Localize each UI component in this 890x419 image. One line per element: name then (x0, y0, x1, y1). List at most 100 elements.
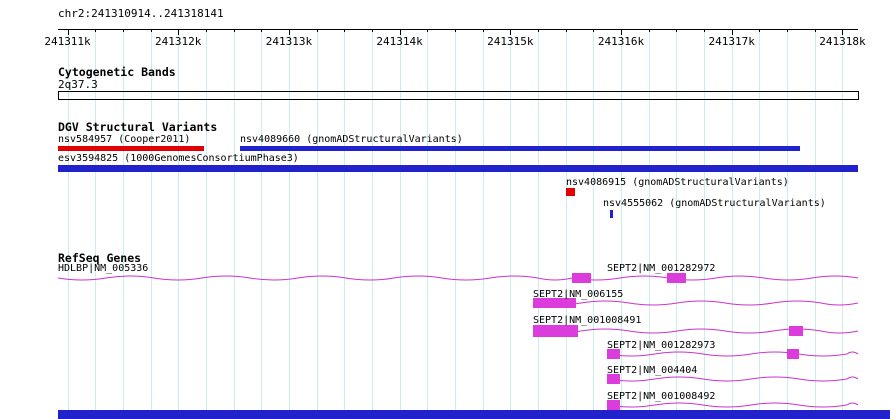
exon-box-SEPT2_NM_001282973[interactable] (787, 349, 799, 359)
gene-line-SEPT2_NM_001282973[interactable] (606, 351, 859, 357)
ruler-tick (814, 29, 816, 32)
ruler-tick (731, 29, 733, 35)
exon-box-SEPT2_NM_004404[interactable] (606, 374, 620, 384)
ruler-tick (371, 29, 373, 32)
gene-label-SEPT2_NM_004404: SEPT2|NM_004404 (607, 365, 698, 376)
grid-line (399, 30, 401, 419)
exon-box-SEPT2_NM_001008492[interactable] (606, 400, 620, 410)
variant-bar-esv3594825[interactable] (58, 165, 858, 172)
grid-line (565, 30, 567, 419)
gene-label-SEPT2_NM_001282972: SEPT2|NM_001282972 (607, 263, 716, 274)
grid-line (731, 30, 733, 419)
gene-line-SEPT2_NM_004404[interactable] (606, 376, 859, 382)
ruler-tick (510, 29, 512, 35)
ruler-tick (205, 29, 207, 32)
grid-line (759, 30, 761, 419)
grid-line (67, 30, 69, 419)
ruler-tick (759, 29, 761, 32)
variant-label-nsv4086915: nsv4086915 (gnomADStructuralVariants) (566, 177, 789, 188)
gene-line-SEPT2_NM_001008491[interactable] (532, 328, 859, 334)
ruler-tick-label: 241318k (819, 35, 866, 48)
dgv-structural-variants-header: DGV Structural Variants (58, 120, 218, 134)
ruler-tick (316, 29, 318, 32)
ruler-tick (261, 29, 263, 32)
variant-bar-nsv4089660[interactable] (240, 146, 800, 151)
grid-line (95, 30, 97, 419)
ruler-tick (150, 29, 152, 32)
variant-bar-nsv4086915[interactable] (566, 188, 576, 196)
ruler-tick-label: 241314k (376, 35, 423, 48)
variant-bar-nsv584957[interactable] (58, 146, 204, 151)
grid-line (538, 30, 539, 419)
ruler-tick-label: 241313k (265, 35, 313, 48)
ruler-tick (621, 29, 622, 35)
exon-box-SEPT2_NM_001008491[interactable] (789, 326, 803, 336)
exon-box-SEPT2_NM_001282973[interactable] (606, 349, 620, 359)
variant-label-nsv584957: nsv584957 (Cooper2011) (58, 134, 191, 145)
ruler-tick (178, 29, 180, 35)
grid-line (593, 30, 595, 419)
grid-line (205, 30, 207, 419)
grid-line (482, 30, 484, 419)
bottom-blue-bar (58, 410, 890, 419)
ruler-tick (482, 29, 484, 32)
grid-line (648, 30, 650, 419)
grid-line (371, 30, 373, 419)
gene-label-SEPT2_NM_001008492: SEPT2|NM_001008492 (607, 391, 716, 402)
grid-line (704, 30, 705, 419)
grid-line (261, 30, 263, 419)
grid-line (455, 30, 456, 419)
ruler-tick (538, 29, 539, 32)
gene-label-HDLBP_NM_005336: HDLBP|NM_005336 (58, 263, 149, 274)
ruler-tick-label: 241316k (597, 35, 645, 48)
gene-label-SEPT2_NM_001008491: SEPT2|NM_001008491 (533, 315, 642, 326)
exon-box-SEPT2_NM_001282972[interactable] (667, 273, 686, 283)
ruler-baseline (58, 29, 858, 30)
cytoband-label: 2q37.3 (58, 78, 98, 91)
grid-line (814, 30, 816, 419)
ruler-tick (593, 29, 595, 32)
ruler-tick (676, 29, 678, 32)
grid-line (288, 30, 290, 419)
grid-line (427, 30, 429, 419)
ruler-tick (122, 29, 124, 32)
ruler-tick (399, 29, 401, 35)
refseq-genes-header: RefSeq Genes (58, 251, 142, 265)
variant-label-esv3594825: esv3594825 (1000GenomesConsortiumPhase3) (58, 153, 299, 164)
ruler-tick (565, 29, 567, 32)
grid-line (233, 30, 235, 419)
grid-line (122, 30, 124, 419)
ruler-tick (233, 29, 235, 32)
exon-box-SEPT2_NM_001008491[interactable] (533, 325, 579, 337)
exon-box-SEPT2_NM_001282972[interactable] (572, 273, 591, 283)
variant-label-nsv4089660: nsv4089660 (gnomADStructuralVariants) (240, 134, 463, 145)
region-locus-text: chr2:241310914..241318141 (58, 7, 224, 20)
grid-line (344, 30, 346, 419)
gene-line-SEPT2_NM_001282972[interactable] (571, 275, 859, 281)
gene-label-SEPT2_NM_006155: SEPT2|NM_006155 (533, 289, 624, 300)
ruler-tick-label: 241317k (708, 35, 755, 48)
grid-line (787, 30, 788, 419)
gene-line-SEPT2_NM_001008492[interactable] (606, 402, 859, 408)
gene-label-SEPT2_NM_001282973: SEPT2|NM_001282973 (607, 340, 716, 351)
ruler-tick-label: 241312k (155, 35, 202, 48)
ruler-tick (67, 29, 69, 35)
gene-line-SEPT2_NM_006155[interactable] (532, 300, 859, 306)
ruler-tick (787, 29, 788, 32)
variant-label-nsv4555062: nsv4555062 (gnomADStructuralVariants) (603, 198, 826, 209)
grid-line (178, 30, 180, 419)
grid-line (676, 30, 678, 419)
ruler-tick (842, 29, 844, 35)
gene-line-HDLBP_NM_005336[interactable] (57, 275, 573, 281)
variant-bar-nsv4555062[interactable] (610, 210, 613, 218)
exon-box-SEPT2_NM_006155[interactable] (533, 298, 577, 308)
grid-line (150, 30, 152, 419)
ruler-tick-label: 241311k (44, 35, 91, 48)
ruler-tick (704, 29, 705, 32)
ruler-tick (427, 29, 429, 32)
ruler-tick-label: 241315k (487, 35, 534, 48)
ruler-tick (648, 29, 650, 32)
ruler-tick (288, 29, 290, 35)
